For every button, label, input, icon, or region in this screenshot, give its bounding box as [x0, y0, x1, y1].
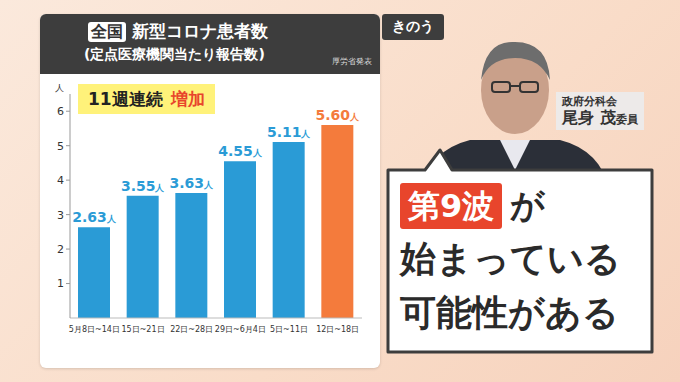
svg-text:1: 1: [57, 277, 64, 290]
html-text:11週連続 増加: 11週連続 増加: [88, 88, 205, 109]
html-text:(定点医療機関当たり報告数): (定点医療機関当たり報告数): [84, 46, 265, 62]
html-text:可能性がある: 可能性がある: [400, 292, 619, 333]
svg-text:6: 6: [57, 105, 64, 118]
svg-text:12日~18日: 12日~18日: [316, 325, 359, 334]
svg-text:5月8日~14日: 5月8日~14日: [69, 325, 120, 334]
svg-text:2: 2: [57, 243, 64, 256]
svg-text:4: 4: [57, 174, 64, 187]
html-text:きのう: きのう: [392, 18, 434, 34]
svg-text:22日~28日: 22日~28日: [170, 325, 213, 334]
svg-text:3.55人: 3.55人: [121, 178, 166, 194]
html-text:第9波: 第9波: [408, 187, 495, 225]
html-text:厚労省発表: 厚労省発表: [332, 57, 372, 66]
html-text:尾身 茂委員: 尾身 茂委員: [562, 108, 638, 128]
html-text:始まっている: 始まっている: [400, 238, 621, 279]
html-text:全国: 全国: [91, 21, 123, 41]
html-text:が: が: [510, 185, 546, 225]
html-text:新型コロナ患者数: 新型コロナ患者数: [132, 21, 268, 41]
svg-text:5日~11日: 5日~11日: [270, 325, 308, 334]
svg-text:人: 人: [55, 83, 64, 93]
svg-text:15日~21日: 15日~21日: [121, 325, 164, 334]
svg-text:3.63人: 3.63人: [170, 175, 215, 191]
svg-text:2.63人: 2.63人: [72, 209, 117, 225]
svg-text:29日~6月4日: 29日~6月4日: [215, 325, 266, 334]
svg-text:3: 3: [57, 209, 64, 222]
html-text:政府分科会: 政府分科会: [562, 95, 617, 108]
svg-text:5: 5: [57, 140, 64, 153]
svg-text:5.11人: 5.11人: [267, 124, 312, 140]
svg-text:5.60人: 5.60人: [316, 107, 361, 123]
svg-text:4.55人: 4.55人: [218, 143, 263, 159]
